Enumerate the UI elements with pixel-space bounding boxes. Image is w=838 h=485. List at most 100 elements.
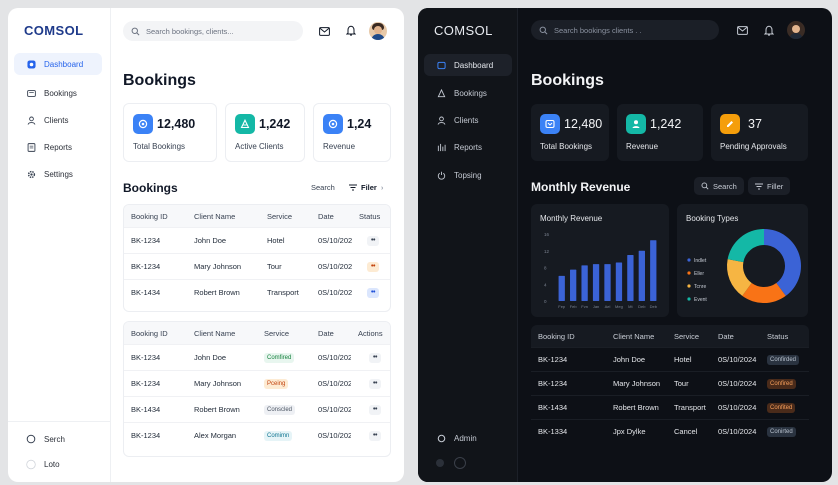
bookings-icon <box>26 88 36 98</box>
nav-item-search[interactable]: Serch <box>14 428 102 450</box>
legend-swatch <box>687 271 691 275</box>
search-button[interactable]: Search <box>304 178 342 196</box>
stat-label: Total Bookings <box>540 142 593 151</box>
table-row[interactable]: BK-1234 Mary Johnson Tour 0S/10/2024 Con… <box>531 371 809 395</box>
bar <box>592 264 600 301</box>
filter-button-label: Filler <box>767 181 784 191</box>
row-actions-icon[interactable]: •• <box>369 404 381 415</box>
client-name: John Doe <box>194 236 227 245</box>
nav-item-bookings[interactable]: Bookings <box>424 82 512 104</box>
nav-item-dashboard[interactable]: Dashboard <box>14 53 102 75</box>
brand-logo: COMSOL <box>24 23 84 38</box>
booking-id: BK-1234 <box>538 355 568 364</box>
table-row[interactable]: BK-1234 John Doe Hotel 0S/10/2024 •• <box>124 227 390 253</box>
table-row[interactable]: BK-1434 Robert Brown Transport 0S/10/202… <box>124 279 390 305</box>
column-header: Date <box>718 331 734 341</box>
dark-dashboard-panel: COMSOL Dashboard Bookings Clients Report… <box>418 8 832 482</box>
nav-item-admin[interactable]: Admin <box>424 427 512 449</box>
column-header: Status <box>767 331 789 341</box>
bar <box>570 269 577 301</box>
service: Tour <box>674 379 689 388</box>
table-row[interactable]: BK-1434 Robert Brown Conscled 0S/10/2024… <box>124 396 390 422</box>
table-row[interactable]: BK-1334 Jpx Dylke Cancel 0S/10/2024 Coni… <box>531 419 809 443</box>
status-menu-icon[interactable]: •• <box>367 235 379 246</box>
avatar[interactable] <box>787 21 805 39</box>
filter-icon <box>349 184 357 191</box>
sidebar: COMSOL Dashboard Bookings Clients Report… <box>418 8 518 482</box>
column-header: Booking ID <box>131 211 168 221</box>
nav-item-loto[interactable]: Loto <box>14 453 102 475</box>
nav-label: Loto <box>44 459 60 469</box>
nav-item-clients[interactable]: Clients <box>424 109 512 131</box>
status-badge: Comimn <box>264 431 293 441</box>
x-tick-label: Ael <box>605 304 611 309</box>
bookings-icon <box>436 88 446 98</box>
date: 0S/10/2024 <box>318 431 351 440</box>
reports-icon <box>436 142 446 152</box>
nav-item-settings[interactable]: Settings <box>14 163 102 185</box>
table-row[interactable]: BK-1234 John Doe Comfired 0S/10/2024 •• <box>124 344 390 370</box>
nav-label: Dashboard <box>44 59 84 69</box>
stat-value: 1,24 <box>347 117 372 131</box>
y-tick-label: 12 <box>544 249 550 254</box>
row-actions-icon[interactable]: •• <box>369 430 381 441</box>
stat-label: Revenue <box>626 142 659 151</box>
nav-label: Reports <box>454 142 483 152</box>
booking-id: BK-1434 <box>538 403 568 412</box>
search-input[interactable]: Search bookings, clients... <box>123 21 303 41</box>
settings-icon <box>26 169 36 179</box>
row-actions-icon[interactable]: •• <box>369 352 381 363</box>
x-tick-label: Deb <box>650 304 658 309</box>
date: 0S/10/2024 <box>318 405 351 414</box>
stat-card-revenue: 1,24 Revenue <box>313 103 391 162</box>
status-menu-icon[interactable]: •• <box>367 287 379 298</box>
date: 0S/10/2024 <box>718 427 757 436</box>
search-placeholder: Search bookings clients . . <box>554 25 642 35</box>
table-row[interactable]: BK-1234 Mary Johnson Tour 0S/10/2024 •• <box>124 253 390 279</box>
search-circle-icon <box>26 434 36 444</box>
legend-swatch <box>687 284 691 288</box>
theme-toggle-icon[interactable] <box>454 457 466 469</box>
nav-item-reports[interactable]: Reports <box>14 136 102 158</box>
table-row[interactable]: BK-1234 John Doe Hotel 0S/10/2024 Confir… <box>531 347 809 371</box>
filter-button[interactable]: Filler <box>748 177 791 195</box>
table-header: Booking ID Client Name Service Date Acti… <box>124 322 390 344</box>
bell-icon[interactable] <box>345 24 357 36</box>
bookings-table: Booking ID Client Name Service Date Stat… <box>123 204 391 312</box>
donut-slice <box>727 259 752 296</box>
column-header: Service <box>264 328 290 338</box>
mail-icon[interactable] <box>318 25 330 37</box>
stat-card-revenue: 1,242 Revenue <box>617 104 703 161</box>
date: 0S/10/2024 <box>318 262 352 271</box>
avatar[interactable] <box>369 22 387 40</box>
search-input[interactable]: Search bookings clients . . <box>531 20 719 40</box>
nav-item-clients[interactable]: Clients <box>14 109 102 131</box>
nav-item-reports[interactable]: Reports <box>424 136 512 158</box>
nav-item-bookings[interactable]: Bookings <box>14 82 102 104</box>
bar <box>638 250 645 301</box>
nav-item-topsing[interactable]: Topsing <box>424 164 512 186</box>
date: 0S/10/2024 <box>718 379 757 388</box>
x-tick-label: Fvn <box>581 304 588 309</box>
row-actions-icon[interactable]: •• <box>369 378 381 389</box>
legend-label: Event <box>694 297 707 303</box>
donut-slice <box>764 229 801 296</box>
client-name: Mary Johnson <box>194 262 242 271</box>
table-row[interactable]: BK-1234 Mary Johnson Pceing 0S/10/2024 •… <box>124 370 390 396</box>
sidebar: COMSOL Dashboard Bookings Clients Report… <box>8 8 111 482</box>
search-button[interactable]: Search <box>694 177 744 195</box>
nav-label: Reports <box>44 142 73 152</box>
client-name: John Doe <box>194 353 227 362</box>
booking-id: BK-1234 <box>131 353 161 362</box>
nav-item-dashboard[interactable]: Dashboard <box>424 54 512 76</box>
mail-icon[interactable] <box>736 24 748 36</box>
status-menu-icon[interactable]: •• <box>367 261 379 272</box>
table-row[interactable]: BK-1234 Alex Morgan Comimn 0S/10/2024 •• <box>124 422 390 448</box>
page-title: Bookings <box>531 72 604 89</box>
legend-label: Tcnre <box>694 284 706 290</box>
table-row[interactable]: BK-1434 Robert Brown Transport 0S/10/202… <box>531 395 809 419</box>
bell-icon[interactable] <box>763 24 775 36</box>
filter-button[interactable]: Filer › <box>342 178 390 196</box>
search-icon <box>701 182 709 190</box>
search-placeholder: Search bookings, clients... <box>146 26 234 36</box>
